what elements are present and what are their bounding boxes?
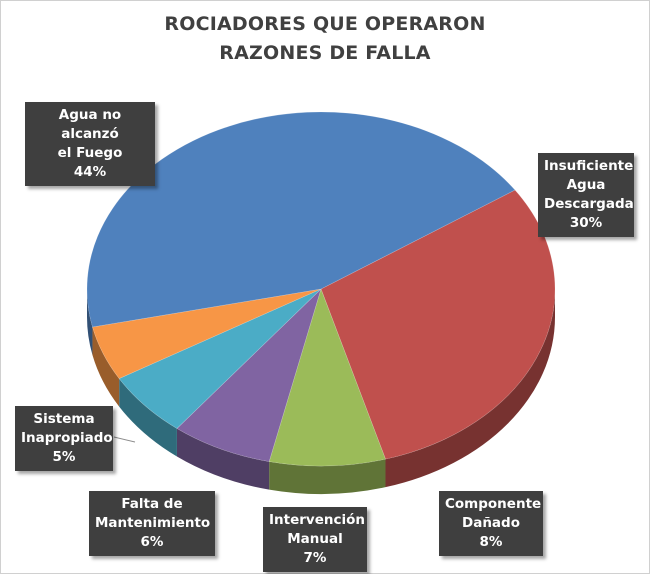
pie-slice-intervencion (176, 287, 322, 462)
slice-label-agua-no-alcanzo: Agua no alcanzó el Fuego 44% (25, 102, 155, 186)
pie-side-agua-no-alcanzo (87, 289, 93, 356)
pie-side-componente (269, 459, 386, 495)
slice-label-componente-danado: Componente Dañado 8% (439, 491, 543, 556)
pie-slice-sistema (92, 288, 322, 379)
chart-title: ROCIADORES QUE OPERARON (164, 13, 486, 35)
pie-side-intervencion (176, 428, 270, 490)
slice-label-insuficiente-agua: Insuficiente Agua Descargada 30% (538, 153, 634, 237)
pie-slice-agua-no-alcanzo (86, 111, 516, 328)
pie-slice-falta-de (118, 288, 322, 429)
slice-label-sistema-inapropiado: Sistema Inapropiado 5% (15, 406, 113, 471)
chart-subtitle: RAZONES DE FALLA (219, 42, 431, 64)
pie-side-insuficiente (385, 289, 555, 488)
pie-slice-componente (268, 288, 386, 467)
pie-side-sistema (92, 327, 120, 407)
pie-side-falta-de (119, 378, 177, 457)
slice-label-falta-mantenimiento: Falta de Mantenimiento 6% (89, 491, 215, 556)
leader-line-sistema (113, 436, 136, 443)
slice-label-intervencion-manual: Intervención Manual 7% (263, 507, 367, 572)
